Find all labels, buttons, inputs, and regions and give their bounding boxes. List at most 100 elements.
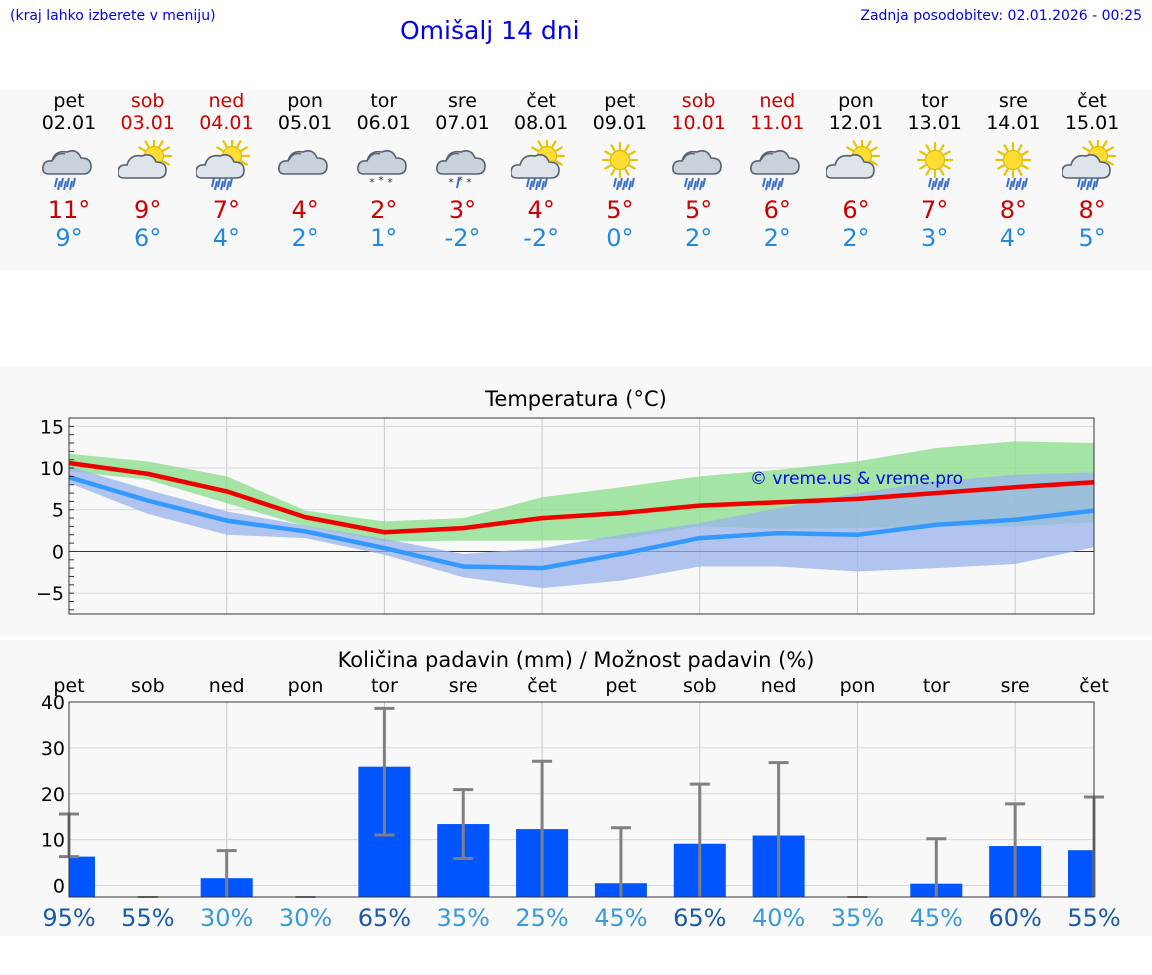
plot-frame bbox=[68, 417, 1095, 615]
precip-probability: 45% bbox=[594, 904, 647, 932]
day-date: 09.01 bbox=[592, 112, 648, 134]
max-temp: 4° bbox=[291, 196, 319, 224]
day-column: sre 07.01 * * * 3° -2° bbox=[424, 90, 502, 252]
sun-cloud-rain-icon bbox=[511, 140, 566, 191]
day-name: tor bbox=[370, 90, 398, 112]
max-temp: 4° bbox=[527, 196, 555, 224]
day-column: sre 14.01 8° 4° bbox=[974, 90, 1052, 252]
min-temp: 9° bbox=[55, 224, 83, 252]
day-column: ned 04.01 7° 4° bbox=[187, 90, 265, 252]
day-column: pet 09.01 5° 0° bbox=[581, 90, 659, 252]
precipitation-chart: pet sob ned pon tor sre čet pet sob ned pon tor sre č… bbox=[41, 675, 1121, 932]
daily-forecast-strip: pet 02.01 11° 9° sob 03.01 9° 6° ned 04.01 7° 4° pon… bbox=[0, 90, 1152, 270]
day-date: 07.01 bbox=[435, 112, 490, 134]
cloud-icon bbox=[278, 150, 328, 175]
min-temp: 2° bbox=[684, 224, 713, 252]
day-column: pet 02.01 11° 9° bbox=[30, 90, 108, 252]
precip-probability: 30% bbox=[279, 904, 332, 932]
min-temp: 5° bbox=[1078, 224, 1106, 252]
svg-text:*: * bbox=[466, 176, 472, 189]
sun-rain-icon bbox=[995, 141, 1032, 191]
precip-bar bbox=[69, 856, 95, 897]
day-date: 04.01 bbox=[199, 112, 254, 134]
day-name: sre bbox=[448, 90, 477, 112]
min-temp: -2° bbox=[444, 224, 481, 252]
min-temp: 2° bbox=[842, 224, 870, 252]
y-tick-label: 10 bbox=[41, 830, 65, 852]
y-tick-label: 40 bbox=[41, 692, 65, 714]
day-name: čet bbox=[1077, 90, 1107, 112]
sun-cloud-icon bbox=[117, 140, 172, 179]
cloud-rain-icon bbox=[750, 150, 801, 191]
y-tick-label: 0 bbox=[52, 541, 64, 563]
min-temp: -2° bbox=[523, 224, 560, 252]
day-name: ned bbox=[759, 90, 796, 112]
sun-cloud-rain-icon bbox=[1062, 140, 1117, 191]
location-hint: (kraj lahko izberete v meniju) bbox=[10, 8, 216, 24]
min-temp: 0° bbox=[606, 224, 634, 252]
temperature-chart: 15 10 5 0 −5 © vreme.us & vreme.pro bbox=[36, 416, 1095, 615]
precip-probability: 35% bbox=[437, 904, 490, 932]
last-update: Zadnja posodobitev: 02.01.2026 - 00:25 bbox=[860, 8, 1142, 24]
precipitation-chart-title: Količina padavin (mm) / Možnost padavin … bbox=[337, 648, 815, 672]
precip-probability: 40% bbox=[752, 904, 805, 932]
day-column: ned 11.01 6° 2° bbox=[738, 90, 816, 252]
sun-cloud-icon bbox=[826, 140, 881, 179]
day-name: tor bbox=[921, 90, 949, 112]
max-temp: 11° bbox=[47, 196, 91, 224]
sun-rain-icon bbox=[601, 141, 638, 191]
page-title: Omišalj 14 dni bbox=[400, 16, 580, 45]
max-temp: 9° bbox=[134, 196, 162, 224]
precip-probability: 25% bbox=[515, 904, 568, 932]
y-tick-label: 30 bbox=[41, 738, 65, 760]
min-temp: 2° bbox=[291, 224, 319, 252]
max-temp: 6° bbox=[763, 196, 791, 224]
day-axis-label: ned bbox=[209, 675, 245, 697]
y-tick-label: 10 bbox=[40, 458, 64, 480]
day-axis-label: ned bbox=[761, 675, 797, 697]
plot-area bbox=[69, 702, 1094, 897]
precip-probability: 95% bbox=[42, 904, 95, 932]
precip-probability: 35% bbox=[831, 904, 884, 932]
day-axis-label: čet bbox=[1079, 675, 1109, 697]
precip-bar bbox=[1068, 850, 1094, 897]
y-tick-label: 0 bbox=[53, 876, 65, 898]
min-temp: 1° bbox=[370, 224, 398, 252]
min-temp: 3° bbox=[921, 224, 949, 252]
precip-probability: 65% bbox=[673, 904, 726, 932]
svg-text:*: * bbox=[378, 174, 384, 187]
min-temp-line bbox=[68, 475, 1095, 571]
precip-probability: 30% bbox=[200, 904, 253, 932]
precip-probability: 65% bbox=[358, 904, 411, 932]
day-axis-label: tor bbox=[923, 675, 950, 697]
plot-frame bbox=[68, 701, 1095, 898]
svg-text:*: * bbox=[448, 176, 454, 189]
max-temp: 2° bbox=[370, 196, 398, 224]
day-axis-label: sob bbox=[131, 675, 165, 697]
day-date: 11.01 bbox=[750, 112, 805, 134]
day-axis-label: sob bbox=[683, 675, 717, 697]
max-temp: 6° bbox=[842, 196, 870, 224]
max-temp: 5° bbox=[684, 196, 713, 224]
day-column: pon 05.01 4° 2° bbox=[266, 90, 344, 252]
y-tick-label: 5 bbox=[52, 500, 64, 522]
precip-probability: 55% bbox=[1067, 904, 1120, 932]
day-name: sre bbox=[998, 90, 1028, 112]
day-column: sob 10.01 5° 2° bbox=[660, 90, 738, 252]
day-axis-label: pet bbox=[605, 675, 636, 697]
svg-text:*: * bbox=[457, 174, 463, 187]
day-date: 05.01 bbox=[277, 112, 333, 134]
day-column: čet 08.01 4° -2° bbox=[502, 90, 580, 252]
day-name: pon bbox=[838, 90, 874, 112]
day-axis-label: pon bbox=[288, 675, 324, 697]
day-date: 02.01 bbox=[41, 112, 97, 134]
day-date: 10.01 bbox=[671, 112, 726, 134]
max-temp: 5° bbox=[606, 196, 634, 224]
day-axis-label: pon bbox=[840, 675, 876, 697]
cloud-rain-icon bbox=[42, 150, 92, 191]
day-date: 15.01 bbox=[1064, 112, 1120, 134]
day-name: pet bbox=[53, 90, 85, 112]
min-temp: 4° bbox=[999, 224, 1028, 252]
y-tick-label: −5 bbox=[36, 583, 64, 605]
day-name: ned bbox=[208, 90, 245, 112]
